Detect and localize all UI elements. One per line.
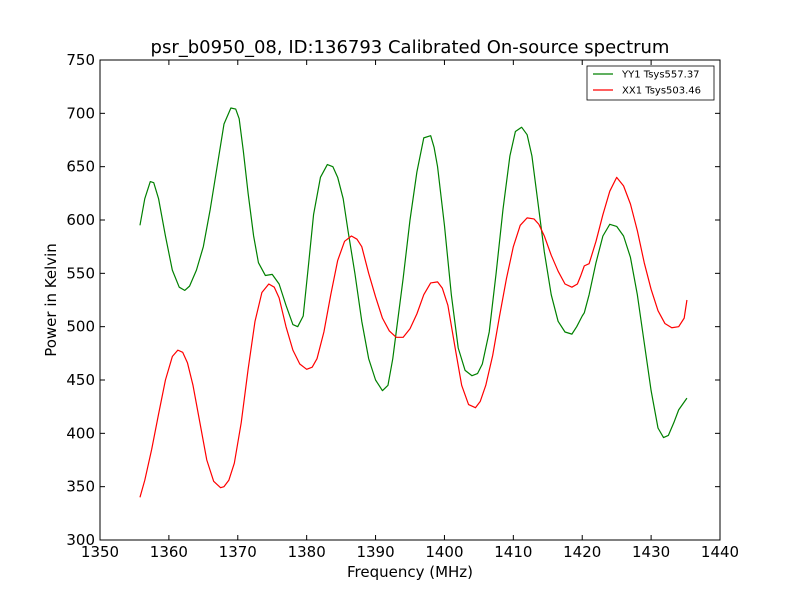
y-tick-label: 700 xyxy=(66,104,95,122)
plot-frame xyxy=(99,59,721,541)
x-tick-label: 1430 xyxy=(632,543,670,561)
y-tick-label: 600 xyxy=(66,211,95,229)
legend-label-yy1: YY1 Tsys557.37 xyxy=(621,70,700,81)
legend-box xyxy=(586,65,715,101)
x-tick-label: 1440 xyxy=(701,543,739,561)
series-line-yy1 xyxy=(139,107,688,439)
x-tick-label: 1380 xyxy=(288,543,326,561)
y-tick-label: 750 xyxy=(66,51,95,69)
x-tick-label: 1370 xyxy=(219,543,257,561)
y-tick-label: 650 xyxy=(66,158,95,176)
plot-area xyxy=(139,107,688,498)
x-tick-label: 1390 xyxy=(356,543,394,561)
legend: YY1 Tsys557.37 XX1 Tsys503.46 xyxy=(586,65,715,101)
x-axis-label: Frequency (MHz) xyxy=(347,563,473,581)
y-tick-label: 400 xyxy=(66,424,95,442)
series-line-xx1 xyxy=(139,176,688,498)
legend-label-xx1: XX1 Tsys503.46 xyxy=(622,86,701,97)
y-tick-label: 350 xyxy=(66,478,95,496)
y-axis-label: Power in Kelvin xyxy=(42,243,60,357)
x-tick-label: 1410 xyxy=(494,543,532,561)
y-tick-label: 300 xyxy=(66,531,95,549)
y-tick-label: 500 xyxy=(66,318,95,336)
y-tick-label: 450 xyxy=(66,371,95,389)
chart-title: psr_b0950_08, ID:136793 Calibrated On-so… xyxy=(151,37,670,58)
y-tick-label: 550 xyxy=(66,264,95,282)
x-tick-label: 1360 xyxy=(150,543,188,561)
x-tick-label: 1420 xyxy=(563,543,601,561)
axis-ticks: 1350 1360 1370 1380 1390 1400 1410 1420 1430 1440… xyxy=(66,51,739,561)
x-tick-label: 1400 xyxy=(425,543,463,561)
x-tick-label: 1350 xyxy=(81,543,119,561)
